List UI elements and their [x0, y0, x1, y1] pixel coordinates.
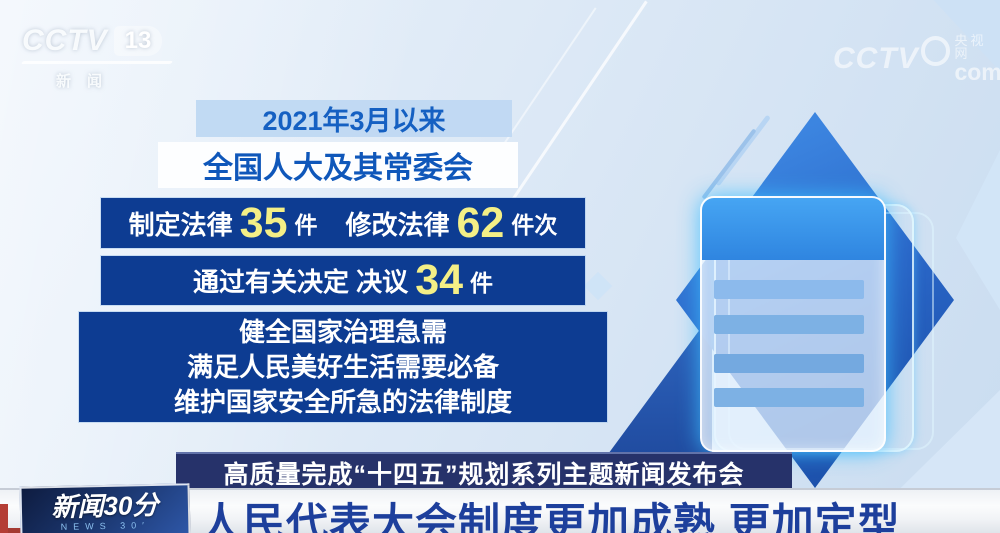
document-text-line: [714, 315, 864, 334]
cctv-com-domain: com: [954, 59, 1000, 85]
news30-subtitle: NEWS 30′: [60, 520, 151, 532]
amend-unit: 件次: [511, 212, 558, 238]
enact-unit: 件: [294, 212, 318, 238]
cctv13-caption: 新闻: [56, 73, 119, 90]
cctv-com-site-name: 央视网: [954, 33, 987, 61]
decision-label: 通过有关决定 决议: [192, 267, 409, 297]
diamond-accent-line: [715, 114, 771, 187]
cctv13-logo: CCTV 13 新闻: [20, 24, 174, 91]
cctv13-wordmark: CCTV: [22, 24, 108, 57]
news30-title: 新闻30分: [51, 489, 159, 523]
document-header-band: [702, 198, 884, 260]
summary-line: 健全国家治理急需: [238, 316, 447, 347]
decision-unit: 件: [470, 269, 494, 296]
enact-value: 35: [239, 198, 288, 247]
document-list-icon: [700, 196, 886, 452]
ticker-red-strip: [0, 504, 8, 533]
period-label: 2021年3月以来: [196, 100, 512, 137]
cctv-com-text-column: 央视网 com: [954, 34, 1000, 84]
legislation-stats-row: 制定法律 35 件 修改法律 62 件次: [101, 198, 585, 248]
document-text-line: [714, 354, 864, 373]
background-edge-triangle: [956, 150, 1000, 310]
headline-text: 人民代表大会制度更加成熟 更加定型: [200, 500, 901, 533]
background-diagonal-line: [505, 0, 648, 210]
news30-program-logo: 新闻30分 NEWS 30′: [19, 483, 191, 533]
blue-triangle-accent: [600, 313, 712, 465]
decision-value: 34: [415, 256, 464, 304]
cctv-com-watermark: CCTV 央视网 com: [833, 34, 1000, 84]
summary-line: 满足人民美好生活需要必备: [186, 351, 499, 382]
amend-value: 62: [456, 198, 505, 247]
amend-label: 修改法律: [345, 209, 450, 240]
cctv13-swoosh-line: [20, 61, 174, 64]
cctv-com-ring-icon: [920, 36, 951, 66]
document-text-line: [714, 280, 864, 299]
event-title-banner: 高质量完成“十四五”规划系列主题新闻发布会: [176, 452, 792, 491]
diamond-accent-shape: [583, 271, 613, 301]
decision-stats-row: 通过有关决定 决议 34 件: [101, 256, 585, 305]
organization-label: 全国人大及其常委会: [158, 142, 518, 188]
document-text-line: [714, 388, 864, 407]
cctv13-logo-row: CCTV 13: [22, 24, 172, 58]
summary-box: 健全国家治理急需 满足人民美好生活需要必备 维护国家安全所急的法律制度: [79, 312, 607, 422]
diamond-accent-line: [701, 128, 757, 200]
summary-line: 维护国家安全所急的法律制度: [173, 386, 512, 417]
cctv13-channel-number: 13: [113, 26, 163, 56]
enact-label: 制定法律: [128, 209, 233, 240]
cctv-com-wordmark: CCTV: [833, 42, 919, 75]
